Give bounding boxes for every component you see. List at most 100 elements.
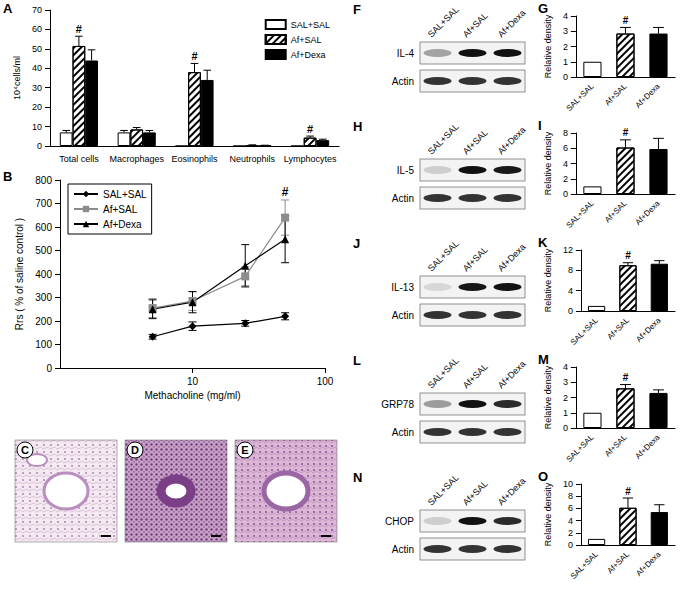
svg-text:SAL+SAL: SAL+SAL xyxy=(426,473,461,508)
svg-text:50: 50 xyxy=(32,44,42,54)
svg-text:Af+Dexa: Af+Dexa xyxy=(291,50,326,60)
svg-text:8: 8 xyxy=(568,491,573,501)
svg-text:100: 100 xyxy=(317,376,334,387)
svg-text:Af+Dexa: Af+Dexa xyxy=(633,198,662,227)
svg-text:500: 500 xyxy=(35,245,52,256)
svg-text:Af+Dexa: Af+Dexa xyxy=(496,8,528,40)
svg-text:Actin: Actin xyxy=(392,427,414,438)
svg-text:200: 200 xyxy=(35,316,52,327)
svg-text:40: 40 xyxy=(32,63,42,73)
svg-text:0: 0 xyxy=(563,189,568,199)
svg-text:SAL+SAL: SAL+SAL xyxy=(103,189,147,200)
svg-text:GRP78: GRP78 xyxy=(381,399,414,410)
svg-text:G: G xyxy=(538,1,548,16)
svg-text:Af+SAL: Af+SAL xyxy=(603,81,629,107)
svg-text:Af+SAL: Af+SAL xyxy=(103,204,138,215)
svg-text:8: 8 xyxy=(568,265,573,275)
svg-text:0: 0 xyxy=(563,72,568,82)
svg-text:Af+Dexa: Af+Dexa xyxy=(496,359,528,391)
svg-text:Af+SAL: Af+SAL xyxy=(603,198,629,224)
svg-text:M: M xyxy=(538,352,549,367)
svg-text:SAL+SAL: SAL+SAL xyxy=(565,432,596,463)
svg-text:Af+SAL: Af+SAL xyxy=(461,479,490,508)
svg-text:700: 700 xyxy=(35,198,52,209)
svg-text:SAL+SAL: SAL+SAL xyxy=(565,81,596,112)
svg-text:B: B xyxy=(3,169,12,184)
svg-text:J: J xyxy=(353,236,360,251)
svg-text:N: N xyxy=(353,470,362,485)
svg-text:Macrophages: Macrophages xyxy=(109,154,164,164)
svg-text:0: 0 xyxy=(568,306,573,316)
svg-text:Total cells: Total cells xyxy=(59,154,99,164)
svg-text:4: 4 xyxy=(563,159,568,169)
svg-text:Af+SAL: Af+SAL xyxy=(461,245,490,274)
svg-text:SAL+SAL: SAL+SAL xyxy=(426,356,461,391)
svg-text:10: 10 xyxy=(187,376,199,387)
svg-text:20: 20 xyxy=(32,102,42,112)
svg-text:K: K xyxy=(538,235,548,250)
svg-text:H: H xyxy=(353,119,362,134)
svg-text:Af+Dexa: Af+Dexa xyxy=(634,315,663,344)
svg-text:0: 0 xyxy=(568,540,573,550)
svg-text:IL-4: IL-4 xyxy=(397,48,415,59)
svg-text:6: 6 xyxy=(563,143,568,153)
svg-text:Neutrophils: Neutrophils xyxy=(230,154,276,164)
svg-text:Rrs ( % of saline control ): Rrs ( % of saline control ) xyxy=(14,218,25,330)
svg-text:E: E xyxy=(241,444,248,456)
svg-text:SAL+SAL: SAL+SAL xyxy=(426,122,461,157)
svg-text:A: A xyxy=(3,1,13,16)
svg-text:Actin: Actin xyxy=(392,310,414,321)
svg-text:8: 8 xyxy=(563,128,568,138)
svg-text:2: 2 xyxy=(568,528,573,538)
svg-text:70: 70 xyxy=(32,5,42,15)
svg-text:4: 4 xyxy=(563,362,568,372)
svg-text:Eosinophils: Eosinophils xyxy=(171,154,218,164)
svg-text:Af+SAL: Af+SAL xyxy=(461,11,490,40)
svg-text:400: 400 xyxy=(35,269,52,280)
svg-text:SAL+SAL: SAL+SAL xyxy=(569,315,600,346)
svg-text:SAL+SAL: SAL+SAL xyxy=(565,198,596,229)
svg-text:#: # xyxy=(191,50,197,62)
svg-text:4: 4 xyxy=(568,516,573,526)
svg-text:1: 1 xyxy=(563,408,568,418)
svg-text:4: 4 xyxy=(563,11,568,21)
svg-text:4: 4 xyxy=(568,286,573,296)
svg-text:Lymphocytes: Lymphocytes xyxy=(284,154,337,164)
svg-text:Af+Dexa: Af+Dexa xyxy=(103,219,142,230)
svg-text:CHOP: CHOP xyxy=(385,516,414,527)
svg-text:Actin: Actin xyxy=(392,544,414,555)
svg-text:0: 0 xyxy=(37,141,42,151)
svg-text:Af+Dexa: Af+Dexa xyxy=(633,432,662,461)
svg-text:SAL+SAL: SAL+SAL xyxy=(569,549,600,580)
svg-text:3: 3 xyxy=(563,26,568,36)
svg-text:Af+Dexa: Af+Dexa xyxy=(496,125,528,157)
svg-text:Af+Dexa: Af+Dexa xyxy=(496,242,528,274)
svg-text:12: 12 xyxy=(563,245,573,255)
svg-text:1: 1 xyxy=(563,57,568,67)
svg-text:6: 6 xyxy=(568,503,573,513)
svg-text:O: O xyxy=(538,469,548,484)
svg-text:600: 600 xyxy=(35,222,52,233)
svg-text:800: 800 xyxy=(35,175,52,186)
svg-text:10⁴cells/ml: 10⁴cells/ml xyxy=(12,56,22,100)
svg-text:#: # xyxy=(307,123,313,135)
svg-text:Af+SAL: Af+SAL xyxy=(605,315,631,341)
svg-text:L: L xyxy=(353,353,361,368)
svg-text:I: I xyxy=(538,118,542,133)
svg-text:100: 100 xyxy=(35,339,52,350)
svg-text:Af+SAL: Af+SAL xyxy=(605,549,631,575)
svg-text:SAL+SAL: SAL+SAL xyxy=(426,5,461,40)
svg-text:2: 2 xyxy=(563,42,568,52)
svg-text:#: # xyxy=(623,15,629,26)
svg-text:Relative density: Relative density xyxy=(543,248,553,312)
svg-text:#: # xyxy=(623,127,629,138)
svg-text:IL-13: IL-13 xyxy=(391,282,414,293)
svg-text:Methacholine (mg/ml): Methacholine (mg/ml) xyxy=(144,390,240,401)
svg-text:2: 2 xyxy=(563,393,568,403)
svg-text:Af+Dexa: Af+Dexa xyxy=(634,549,663,578)
svg-text:30: 30 xyxy=(32,83,42,93)
svg-text:Actin: Actin xyxy=(392,76,414,87)
svg-text:Relative density: Relative density xyxy=(543,482,553,546)
svg-text:10: 10 xyxy=(32,122,42,132)
svg-text:2: 2 xyxy=(563,174,568,184)
